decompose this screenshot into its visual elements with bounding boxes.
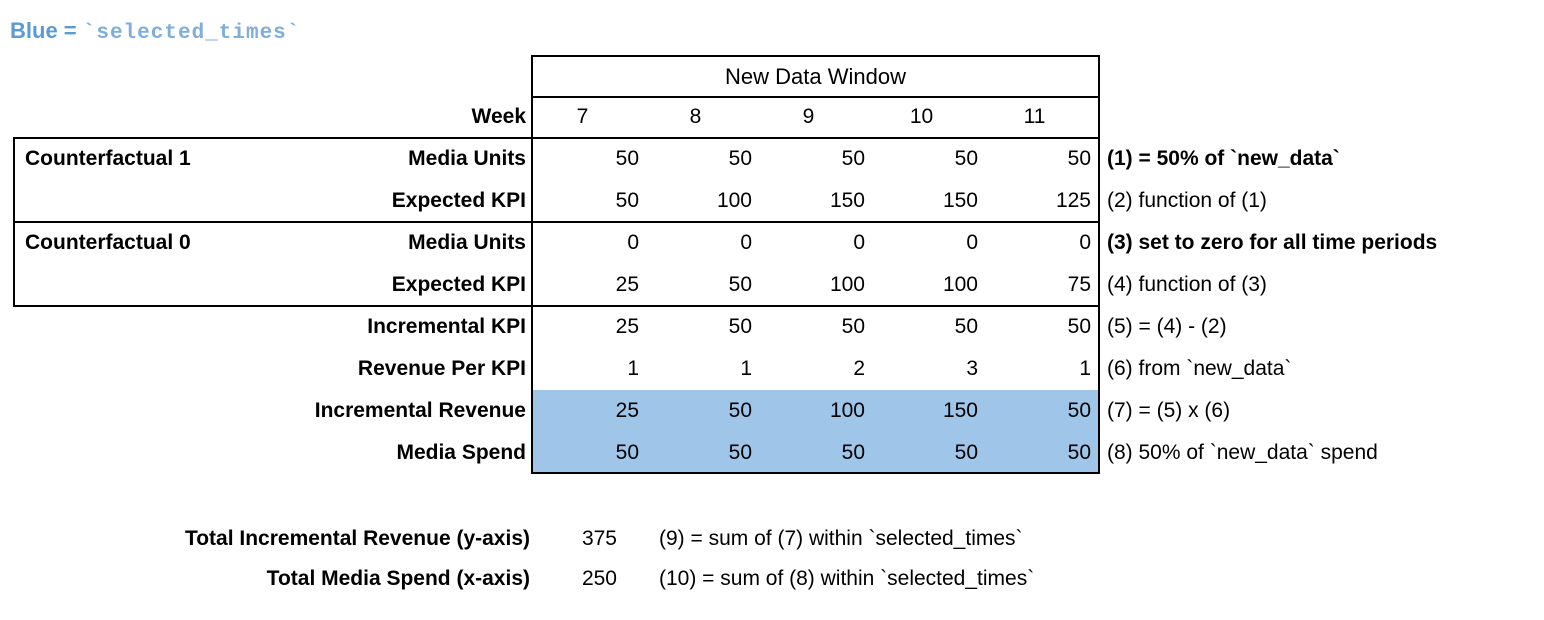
cell: 50 [615,189,639,212]
cell: 50 [954,315,978,338]
cell: 25 [615,315,639,338]
cell: 50 [728,399,752,422]
total-media-spend-value: 250 [581,567,617,590]
legend-code-selected-times: `selected_times` [82,22,301,45]
cell: 1 [627,357,639,380]
note-3: (3) set to zero for all time periods [1107,231,1438,254]
group-label-counterfactual-1: Counterfactual 1 [25,147,191,170]
cell: 25 [615,399,639,422]
group-label-counterfactual-0: Counterfactual 0 [25,231,191,254]
cell: 50 [615,147,639,170]
table-row-media-units-cf0: 0 0 0 0 0 [533,222,1098,264]
cell: 50 [1067,399,1091,422]
legend-note: Blue = `selected_times` [10,17,300,48]
cell: 50 [841,315,865,338]
week-number: 7 [576,105,589,128]
cell: 50 [954,441,978,464]
cell: 150 [942,189,978,212]
cell: 150 [829,189,865,212]
cell: 1 [1079,357,1091,380]
cell: 50 [728,315,752,338]
table-row-expected-kpi-cf0: 25 50 100 100 75 [533,264,1098,306]
cell: 100 [942,273,978,296]
total-media-spend-label: Total Media Spend (x-axis) [266,567,530,590]
rule-below-week-row [13,137,1100,139]
cell: 100 [829,273,865,296]
note-10: (10) = sum of (8) within `selected_times… [659,567,1035,590]
table-row-revenue-per-kpi: 1 1 2 3 1 [533,348,1098,390]
week-number: 10 [909,105,934,128]
selected-times-highlight [533,390,1098,472]
row-label-incremental-revenue: Incremental Revenue [314,399,526,422]
week-number-row: 7 8 9 10 11 [533,96,1098,138]
week-number: 9 [802,105,815,128]
row-label-revenue-per-kpi: Revenue Per KPI [357,357,526,380]
table-row-media-spend: 50 50 50 50 50 [533,432,1098,474]
table-row-expected-kpi-cf1: 50 100 150 150 125 [533,180,1098,222]
cell: 1 [740,357,752,380]
table-row-media-units-cf1: 50 50 50 50 50 [533,138,1098,180]
week-number: 8 [689,105,702,128]
counterfactual-box-left-border [13,137,15,307]
note-2: (2) function of (1) [1107,189,1267,212]
legend-prefix: Blue = [10,18,83,43]
cell: 50 [841,147,865,170]
note-4: (4) function of (3) [1107,273,1267,296]
row-label-media-units-cf0: Media Units [408,231,526,254]
row-label-incremental-kpi: Incremental KPI [367,315,526,338]
cell: 50 [728,147,752,170]
cell: 50 [1067,315,1091,338]
cell: 2 [853,357,865,380]
row-label-media-spend: Media Spend [396,441,526,464]
note-6: (6) from `new_data` [1107,357,1292,380]
row-label-expected-kpi-cf1: Expected KPI [391,189,526,212]
week-number: 11 [1023,105,1046,128]
rule-below-counterfactual-0 [13,305,1100,307]
total-incremental-revenue-value: 375 [581,527,617,550]
cell: 50 [728,441,752,464]
cell: 0 [966,231,978,254]
cell: 50 [1067,441,1091,464]
note-1: (1) = 50% of `new_data` [1107,147,1340,170]
cell: 50 [1067,147,1091,170]
note-8: (8) 50% of `new_data` spend [1107,441,1378,464]
note-7: (7) = (5) x (6) [1107,399,1231,422]
table-row-incremental-kpi: 25 50 50 50 50 [533,306,1098,348]
cell: 0 [853,231,865,254]
total-incremental-revenue-label: Total Incremental Revenue (y-axis) [184,527,530,550]
rule-between-counterfactuals [13,221,1100,223]
cell: 100 [716,189,752,212]
row-label-media-units-cf1: Media Units [408,147,526,170]
cell: 3 [966,357,978,380]
week-label: Week [471,105,526,128]
row-label-expected-kpi-cf0: Expected KPI [391,273,526,296]
cell: 50 [954,147,978,170]
cell: 0 [627,231,639,254]
cell: 0 [1079,231,1091,254]
cell: 75 [1067,273,1091,296]
cell: 100 [829,399,865,422]
data-area-border [531,96,1100,474]
cell: 50 [728,273,752,296]
cell: 25 [615,273,639,296]
new-data-window-header: New Data Window [531,55,1100,98]
cell: 50 [841,441,865,464]
cell: 0 [740,231,752,254]
cell: 125 [1055,189,1091,212]
note-9: (9) = sum of (7) within `selected_times` [659,527,1023,550]
cell: 150 [942,399,978,422]
table-row-incremental-revenue: 25 50 100 150 50 [533,390,1098,432]
note-5: (5) = (4) - (2) [1107,315,1227,338]
cell: 50 [615,441,639,464]
